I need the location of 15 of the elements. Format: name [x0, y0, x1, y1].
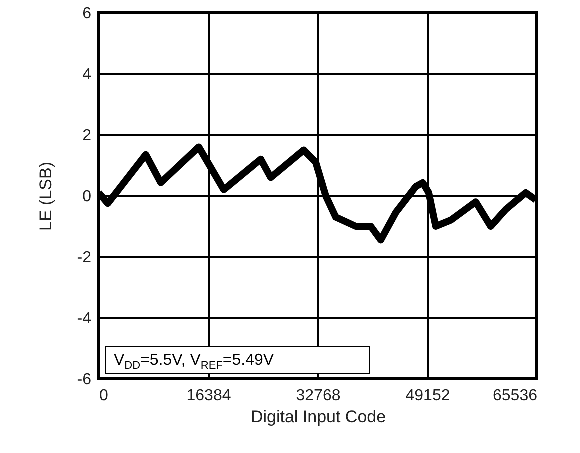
- x-tick-label: 65536: [493, 388, 538, 404]
- y-tick-label: -2: [77, 250, 92, 266]
- y-tick-label: 2: [82, 128, 92, 144]
- y-tick-label: -6: [77, 372, 92, 388]
- note-box: V$_{DD}$=5.5V, V$_{REF}$=5.49V: [105, 346, 370, 374]
- y-tick-label: 0: [82, 188, 92, 206]
- y-tick-label: 6: [82, 6, 92, 22]
- x-tick-label: 16384: [186, 388, 232, 404]
- y-axis-title: LE (LSB): [36, 162, 56, 231]
- x-tick-label: 0: [100, 388, 108, 404]
- y-tick-label: 4: [82, 66, 92, 84]
- x-tick-label: 49152: [406, 388, 450, 404]
- y-tick-label: -4: [77, 310, 92, 328]
- x-tick-label: 32768: [296, 388, 341, 404]
- x-axis-title: Digital Input Code: [250, 408, 386, 426]
